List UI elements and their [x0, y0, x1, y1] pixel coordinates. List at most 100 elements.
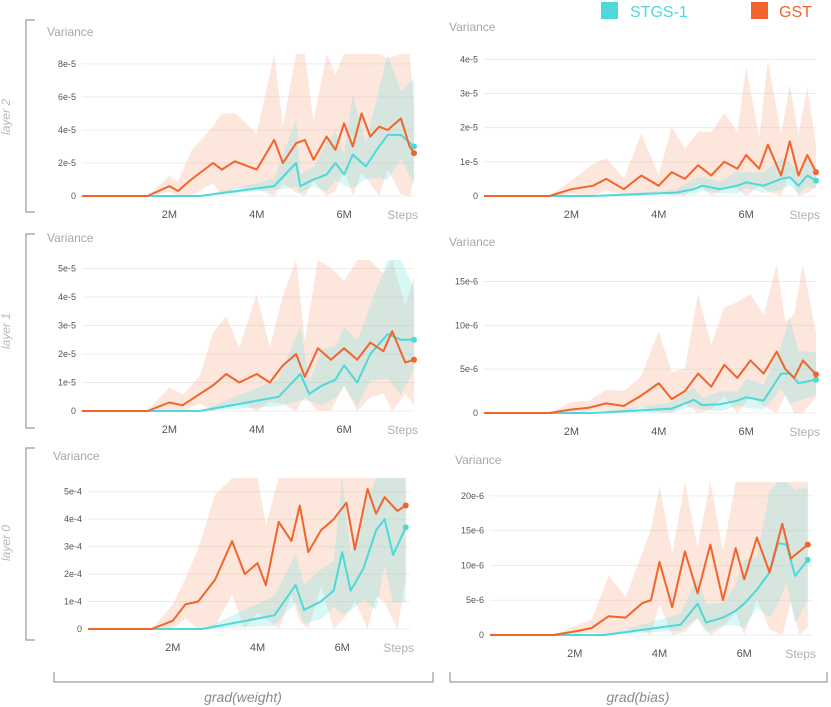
col-bracket-bias	[449, 672, 828, 683]
legend-label-gst: GST	[779, 4, 812, 21]
chart-l1w: 0 1e-5 2e-5 3e-5 4e-5 5e-5 2M 4M 6M Variance Steps	[47, 231, 418, 437]
y-tick-label: 1e-5	[58, 378, 76, 388]
chart-l1b: 0 5e-6 10e-6 15e-6 2M 4M 6M Variance Steps	[449, 235, 820, 439]
y-tick-label: 2e-5	[460, 123, 478, 133]
y-tick-label: 0	[479, 630, 484, 640]
end-point-gst	[813, 371, 819, 378]
band-gst	[82, 54, 414, 196]
legend: STGS-1 GST	[601, 2, 812, 21]
row-bracket-layer0	[25, 447, 35, 641]
legend-swatch-gst	[751, 2, 768, 19]
series-line-gst	[484, 140, 817, 197]
band-gst	[88, 478, 406, 629]
series-line-stgs1	[82, 333, 414, 412]
row-label-layer2: layer 2	[0, 99, 13, 135]
series-line-gst	[82, 112, 415, 197]
x-tick-label: 4M	[249, 424, 264, 436]
x-tick-label: 6M	[336, 209, 351, 221]
chart-title: Variance	[449, 20, 496, 34]
legend-swatch-stgs1	[601, 2, 618, 19]
band-stgs1	[88, 478, 406, 629]
y-tick-label: 1e-4	[64, 597, 82, 607]
band-gst	[484, 59, 816, 196]
series-line-gst	[484, 350, 817, 414]
x-tick-label: 2M	[564, 426, 579, 438]
row-label-layer0: layer 0	[0, 525, 13, 561]
end-point-stgs1	[411, 336, 417, 343]
x-tick-label: 2M	[567, 648, 582, 660]
x-tick-label: 2M	[564, 209, 579, 221]
y-tick-label: 4e-5	[58, 125, 76, 135]
x-tick-label: 2M	[165, 642, 180, 654]
chart-title: Variance	[47, 25, 94, 39]
y-tick-label: 10e-6	[461, 560, 484, 570]
end-point-stgs1	[804, 556, 811, 563]
legend-label-stgs1: STGS-1	[630, 4, 688, 21]
y-tick-label: 5e-6	[460, 364, 478, 374]
y-tick-label: 3e-5	[58, 321, 76, 331]
band-gst	[484, 264, 816, 413]
chart-title: Variance	[449, 235, 496, 249]
y-tick-label: 8e-5	[58, 59, 76, 69]
chart-l2w: 0 2e-5 4e-5 6e-5 8e-5 2M 4M 6M Variance Steps	[47, 25, 418, 222]
x-axis-label: Steps	[387, 423, 418, 437]
y-tick-label: 10e-6	[455, 320, 478, 330]
y-tick-label: 0	[71, 406, 76, 416]
y-tick-label: 0	[77, 624, 82, 634]
col-label-bias: grad(bias)	[606, 689, 669, 705]
series-line-gst	[490, 522, 809, 636]
x-axis-label: Steps	[387, 208, 418, 222]
y-tick-label: 20e-6	[461, 491, 484, 501]
series-line-gst	[88, 488, 407, 630]
series-line-stgs1	[88, 518, 407, 630]
y-tick-label: 1e-5	[460, 157, 478, 167]
x-tick-label: 4M	[250, 642, 265, 654]
y-tick-label: 4e-5	[58, 292, 76, 302]
x-axis-label: Steps	[383, 641, 414, 655]
y-tick-label: 5e-6	[466, 595, 484, 605]
x-tick-label: 4M	[651, 209, 666, 221]
series-line-stgs1	[82, 133, 415, 197]
end-point-gst	[804, 541, 811, 548]
chart-title: Variance	[47, 231, 94, 245]
x-tick-label: 2M	[162, 209, 177, 221]
y-tick-label: 15e-6	[455, 277, 478, 287]
y-tick-label: 0	[473, 408, 478, 418]
chart-title: Variance	[53, 449, 100, 463]
series-line-stgs1	[490, 542, 809, 636]
band-stgs1	[82, 260, 414, 411]
end-point-gst	[402, 502, 409, 509]
y-tick-label: 6e-5	[58, 92, 76, 102]
series-line-gst	[82, 330, 415, 412]
y-tick-label: 2e-5	[58, 158, 76, 168]
y-tick-label: 4e-5	[460, 54, 478, 64]
x-axis-label: Steps	[789, 208, 820, 222]
chart-l0w: 0 1e-4 2e-4 3e-4 4e-4 5e-4 2M 4M 6M Variance Steps	[53, 449, 414, 655]
chart-l2b: 0 1e-5 2e-5 3e-5 4e-5 2M 4M 6M Variance Steps	[449, 20, 820, 222]
end-point-stgs1	[813, 376, 819, 383]
series-line-stgs1	[484, 174, 817, 197]
y-tick-label: 0	[71, 191, 76, 201]
x-tick-label: 4M	[651, 426, 666, 438]
chart-l0b: 0 5e-6 10e-6 15e-6 20e-6 2M 4M 6M Variance Steps	[455, 453, 816, 661]
col-label-weight: grad(weight)	[204, 689, 282, 705]
x-tick-label: 6M	[738, 209, 753, 221]
chart-title: Variance	[455, 453, 502, 467]
col-bracket-weight	[53, 672, 434, 683]
y-tick-label: 3e-4	[64, 542, 82, 552]
x-tick-label: 6M	[737, 648, 752, 660]
y-tick-label: 3e-5	[460, 88, 478, 98]
y-tick-label: 0	[473, 191, 478, 201]
x-axis-label: Steps	[785, 647, 816, 661]
x-tick-label: 4M	[652, 648, 667, 660]
x-tick-label: 2M	[162, 424, 177, 436]
y-tick-label: 4e-4	[64, 514, 82, 524]
end-point-stgs1	[402, 524, 409, 531]
band-stgs1	[82, 54, 414, 196]
row-label-layer1: layer 1	[0, 313, 13, 349]
band-gst	[82, 260, 414, 411]
end-point-gst	[813, 169, 819, 176]
y-tick-label: 5e-5	[58, 264, 76, 274]
x-tick-label: 6M	[336, 424, 351, 436]
